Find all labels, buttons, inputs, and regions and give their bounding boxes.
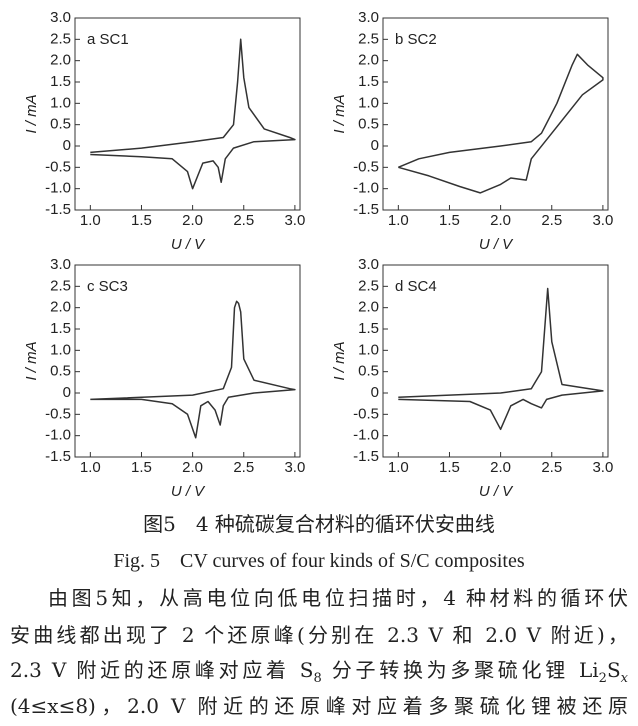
y-tick-label: 2.0 <box>358 52 379 69</box>
y-tick-label: 2.5 <box>358 277 379 294</box>
y-tick-label: 3.0 <box>358 256 379 273</box>
x-tick-label: 1.0 <box>80 459 101 476</box>
y-tick-label: -0.5 <box>45 405 71 422</box>
figure: 1.0 1.5 2.0 2.5 3.0 -1.5 -1.0 -0.5 0 0.5 1.0 1.5 2.0… <box>23 9 613 500</box>
y-axis-label: I / mA <box>331 94 348 133</box>
y-tick-label: 0.5 <box>50 363 71 380</box>
y-tick-label: 3.0 <box>50 9 71 26</box>
y-tick-label: 2.0 <box>50 299 71 316</box>
x-tick-label: 1.0 <box>388 212 409 229</box>
x-tick-label: 2.0 <box>182 459 203 476</box>
text: 安曲线都出现了 2 个还原峰(分别在 2.3 V 和 2.0 V 附近)， <box>10 623 628 647</box>
y-tick-label: 1.0 <box>358 94 379 111</box>
caption-en: Fig. 5 CV curves of four kinds of S/C co… <box>113 550 525 572</box>
y-tick-label: -1.5 <box>353 201 379 218</box>
cv-curve <box>90 300 296 439</box>
cv-curve <box>398 53 604 194</box>
y-tick-label: -1.0 <box>353 180 379 197</box>
x-tick-label: 3.0 <box>284 459 305 476</box>
paragraph-line: 由图5知，从高电位向低电位扫描时，4 种材料的循环伏 <box>48 582 628 611</box>
y-tick-label: 1.5 <box>358 73 379 90</box>
x-tick-label: 3.0 <box>284 212 305 229</box>
text: 由图5知，从高电位向低电位扫描时，4 种材料的循环伏 <box>48 586 628 610</box>
y-tick-label: 0 <box>371 384 379 401</box>
paragraph-line: 2.3 V 附近的还原峰对应着 S8 分子转换为多聚硫化锂 Li2Sx <box>10 654 628 686</box>
caption-zh: 图5 4 种硫碳复合材料的循环伏安曲线 <box>143 512 495 536</box>
x-axis-label: U / V <box>479 483 514 500</box>
y-axis-label: I / mA <box>23 94 40 133</box>
y-tick-label: -1.0 <box>45 427 71 444</box>
y-tick-label: 2.0 <box>358 299 379 316</box>
x-axis-label: U / V <box>171 236 206 253</box>
y-tick-label: 1.5 <box>358 320 379 337</box>
y-tick-label: 2.5 <box>50 30 71 47</box>
y-tick-label: 3.0 <box>50 256 71 273</box>
y-tick-label: 0 <box>63 384 71 401</box>
plot-frame <box>382 264 609 458</box>
x-tick-label: 2.0 <box>182 212 203 229</box>
x-tick-label: 1.0 <box>80 212 101 229</box>
x-tick-label: 3.0 <box>592 212 613 229</box>
text: 分子转换为多聚硫化锂 Li <box>321 658 599 682</box>
text: (4≤x≤8)，2.0 V 附近的还原峰对应着多聚硫化锂被还原 <box>10 694 628 718</box>
y-tick-label: 1.5 <box>50 320 71 337</box>
y-tick-label: 0.5 <box>50 116 71 133</box>
y-tick-label: 1.5 <box>50 73 71 90</box>
x-tick-label: 2.0 <box>490 459 511 476</box>
y-tick-label: -1.0 <box>45 180 71 197</box>
y-tick-label: -1.5 <box>45 201 71 218</box>
text: 2.3 V 附近的还原峰对应着 S <box>10 658 314 682</box>
paragraph-line: (4≤x≤8)，2.0 V 附近的还原峰对应着多聚硫化锂被还原 <box>10 690 628 719</box>
y-tick-label: 0.5 <box>358 363 379 380</box>
plot-frame <box>382 17 609 211</box>
subscript: x <box>620 671 628 686</box>
y-axis-label: I / mA <box>23 341 40 380</box>
x-tick-label: 3.0 <box>592 459 613 476</box>
x-tick-label: 2.5 <box>541 459 562 476</box>
y-tick-label: -0.5 <box>353 158 379 175</box>
y-tick-label: -0.5 <box>45 158 71 175</box>
y-axis-label: I / mA <box>331 341 348 380</box>
y-tick-label: -1.5 <box>45 448 71 465</box>
y-tick-label: 1.0 <box>50 94 71 111</box>
y-tick-label: 1.0 <box>50 341 71 358</box>
x-tick-label: 1.5 <box>131 459 152 476</box>
y-tick-label: -0.5 <box>353 405 379 422</box>
panel-label: c SC3 <box>87 278 128 295</box>
plot-frame <box>74 264 301 458</box>
subscript: 8 <box>313 671 322 686</box>
y-tick-label: 2.0 <box>50 52 71 69</box>
cv-curve <box>398 287 604 431</box>
paragraph-line: 安曲线都出现了 2 个还原峰(分别在 2.3 V 和 2.0 V 附近)， <box>10 619 628 648</box>
x-tick-label: 1.0 <box>388 459 409 476</box>
y-tick-label: 2.5 <box>50 277 71 294</box>
y-tick-label: 2.5 <box>358 30 379 47</box>
y-tick-label: -1.5 <box>353 448 379 465</box>
subscript: 2 <box>598 671 607 686</box>
y-tick-label: -1.0 <box>353 427 379 444</box>
y-tick-label: 1.0 <box>358 341 379 358</box>
x-tick-label: 1.5 <box>131 212 152 229</box>
y-tick-label: 0 <box>371 137 379 154</box>
x-tick-label: 1.5 <box>439 459 460 476</box>
x-tick-label: 2.5 <box>541 212 562 229</box>
x-axis-label: U / V <box>479 236 514 253</box>
y-tick-label: 0.5 <box>358 116 379 133</box>
cv-curve <box>90 38 296 190</box>
panel-label: d SC4 <box>395 278 437 295</box>
x-tick-label: 1.5 <box>439 212 460 229</box>
panel-label: a SC1 <box>87 31 129 48</box>
y-tick-label: 3.0 <box>358 9 379 26</box>
x-axis-label: U / V <box>171 483 206 500</box>
x-tick-label: 2.0 <box>490 212 511 229</box>
text: S <box>606 658 621 682</box>
panel-label: b SC2 <box>395 31 437 48</box>
x-tick-label: 2.5 <box>233 212 254 229</box>
plot-frame <box>74 17 301 211</box>
x-tick-label: 2.5 <box>233 459 254 476</box>
y-tick-label: 0 <box>63 137 71 154</box>
